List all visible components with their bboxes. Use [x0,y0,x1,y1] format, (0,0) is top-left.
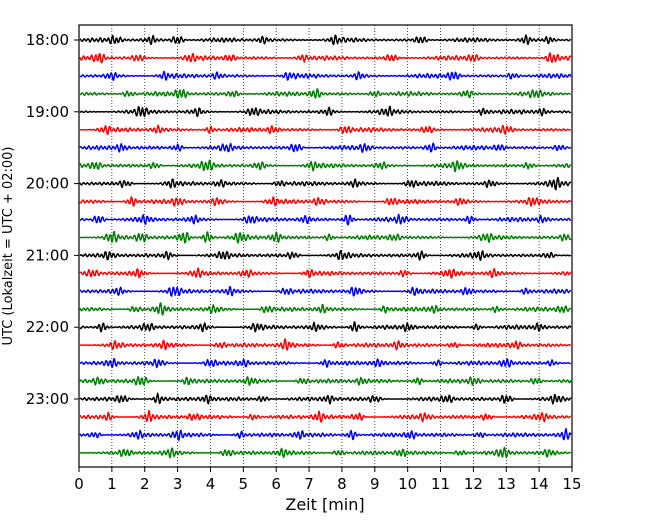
x-tick-label-7: 7 [304,475,314,493]
trace-1830 [79,70,572,81]
trace-2245 [79,376,572,386]
trace-group [79,34,572,459]
trace-2000 [79,176,572,191]
x-axis: 0 1 2 3 4 5 6 7 8 9 10 11 12 13 14 15 [74,467,582,493]
x-tick-label-9: 9 [370,475,380,493]
x-tick-label-8: 8 [337,475,347,493]
x-tick-label-10: 10 [398,475,417,493]
trace-2230 [79,358,572,369]
y-tick-label-4: 22:00 [26,318,69,336]
y-tick-label-3: 21:00 [26,246,69,264]
trace-2145 [79,302,572,316]
x-tick-label-6: 6 [271,475,281,493]
x-tick-label-15: 15 [562,475,581,493]
trace-2030 [79,213,572,226]
trace-2015 [79,196,572,207]
trace-2100 [79,249,572,261]
trace-1915 [79,124,572,136]
y-tick-label-1: 19:00 [26,103,69,121]
y-axis-label: UTC (Lokalzeit = UTC + 02:00) [1,147,16,346]
trace-1815 [79,52,572,64]
x-tick-label-3: 3 [173,475,183,493]
trace-2045 [79,230,572,244]
trace-1900 [79,105,572,118]
trace-2115 [79,267,572,279]
x-tick-label-11: 11 [431,475,450,493]
trace-2200 [79,321,572,333]
trace-1945 [79,159,572,173]
trace-2300 [79,392,572,405]
y-tick-label-0: 18:00 [26,31,69,49]
y-tick-label-2: 20:00 [26,175,69,193]
x-tick-label-12: 12 [464,475,483,493]
plot-frame [78,24,573,468]
x-tick-label-5: 5 [239,475,249,493]
trace-2345 [79,446,572,459]
y-tick-label-5: 23:00 [26,390,69,408]
trace-2215 [79,338,572,351]
x-tick-label-2: 2 [140,475,150,493]
x-tick-label-0: 0 [74,475,84,493]
y-axis: 18:00 19:00 20:00 21:00 22:00 23:00 [26,31,79,408]
x-tick-label-1: 1 [107,475,117,493]
x-tick-label-4: 4 [206,475,216,493]
x-tick-label-14: 14 [530,475,549,493]
trace-1845 [79,88,572,99]
trace-2330 [79,427,572,441]
trace-2315 [79,409,572,423]
trace-1930 [79,142,572,153]
trace-1800 [79,34,572,46]
x-tick-label-13: 13 [497,475,516,493]
trace-2130 [79,286,572,297]
x-axis-label: Zeit [min] [285,495,364,514]
